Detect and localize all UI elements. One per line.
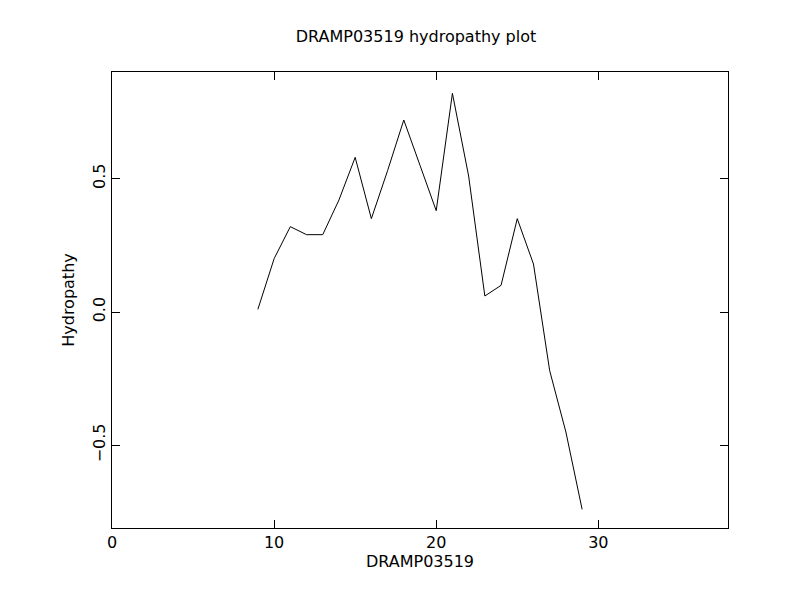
svg-text:−0.5: −0.5 [90, 424, 109, 463]
svg-text:0.5: 0.5 [90, 164, 109, 189]
svg-text:20: 20 [426, 533, 446, 552]
svg-text:30: 30 [588, 533, 608, 552]
svg-text:0: 0 [107, 533, 117, 552]
svg-text:DRAMP03519: DRAMP03519 [366, 552, 474, 571]
svg-text:DRAMP03519 hydropathy plot: DRAMP03519 hydropathy plot [296, 27, 537, 46]
svg-text:0.0: 0.0 [90, 297, 109, 322]
svg-text:Hydropathy: Hydropathy [59, 253, 78, 347]
svg-text:10: 10 [264, 533, 284, 552]
